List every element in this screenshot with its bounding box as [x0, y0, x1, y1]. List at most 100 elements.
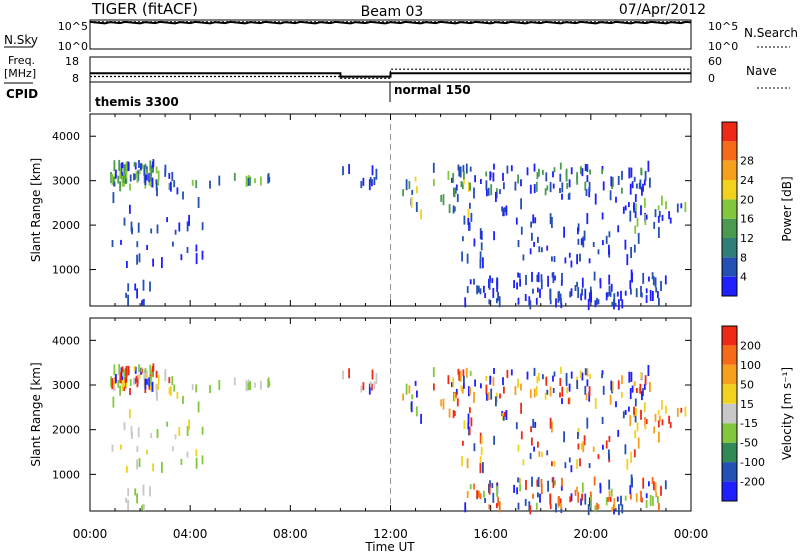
range-cell	[172, 446, 174, 452]
range-cell	[610, 380, 613, 391]
range-cell	[402, 393, 404, 401]
range-cell	[186, 247, 189, 253]
range-cell	[633, 406, 635, 415]
range-cell	[628, 167, 631, 179]
y-tick-label: 2000	[52, 424, 80, 437]
range-cell	[559, 392, 561, 398]
range-cell	[609, 190, 612, 201]
range-cell	[601, 168, 603, 174]
range-cell	[586, 175, 589, 183]
range-cell	[125, 366, 128, 377]
range-cell	[633, 244, 636, 253]
range-cell	[414, 380, 417, 386]
range-cell	[360, 385, 363, 393]
range-cell	[584, 385, 587, 395]
range-cell	[473, 483, 475, 490]
range-cell	[518, 273, 521, 279]
range-cell	[641, 186, 643, 196]
range-cell	[111, 173, 114, 185]
range-cell	[634, 225, 637, 234]
range-cell	[549, 182, 552, 193]
range-cell	[581, 288, 583, 296]
colorbar-segment	[722, 160, 737, 180]
range-cell	[467, 209, 470, 220]
range-cell	[655, 287, 658, 293]
x-tick-label: 04:00	[173, 527, 208, 541]
range-cell	[657, 205, 660, 211]
range-cell	[528, 296, 531, 306]
range-cell	[534, 217, 537, 224]
range-cell	[630, 247, 632, 258]
range-cell	[636, 217, 639, 227]
range-cell	[516, 487, 518, 495]
range-cell	[182, 191, 184, 200]
range-cell	[613, 498, 616, 510]
range-cell	[479, 258, 482, 269]
range-cell	[461, 456, 463, 467]
range-cell	[485, 180, 488, 191]
range-cell	[342, 166, 344, 176]
range-cell	[176, 391, 179, 399]
y-tick-label: 4000	[52, 334, 80, 347]
velocity-panel: 1000 2000 3000 4000 Slant Range [km] 200 100 50…	[29, 317, 794, 516]
range-cell	[186, 221, 189, 232]
range-cell	[629, 388, 632, 400]
range-cell	[373, 381, 376, 390]
range-cell	[195, 180, 198, 189]
range-cell	[131, 227, 133, 235]
range-cell	[581, 493, 583, 501]
range-cell	[410, 196, 413, 208]
range-cell	[127, 294, 129, 306]
range-cell	[195, 384, 198, 393]
range-cell	[552, 476, 555, 488]
range-cell	[121, 366, 124, 373]
range-cell	[491, 483, 494, 488]
range-cell	[505, 410, 508, 420]
range-cell	[146, 378, 148, 385]
range-cell	[588, 187, 591, 198]
range-cell	[476, 285, 478, 295]
range-cell	[156, 429, 159, 439]
range-cell	[166, 217, 168, 223]
range-cell	[549, 504, 552, 510]
range-cell	[577, 491, 580, 503]
range-cell	[477, 285, 480, 293]
range-cell	[580, 166, 582, 175]
range-cell	[612, 177, 614, 188]
range-cell	[469, 279, 472, 285]
range-cell	[195, 244, 198, 252]
range-cell	[176, 187, 179, 195]
radar-title: TIGER (fitACF)	[91, 0, 198, 18]
range-cell	[490, 388, 493, 400]
colorbar-tick-label: 8	[740, 251, 747, 264]
range-cell	[645, 419, 648, 425]
range-cell	[630, 288, 632, 295]
range-cell	[640, 167, 643, 175]
range-cell	[621, 375, 623, 385]
range-cell	[616, 496, 619, 502]
range-cell	[414, 176, 417, 182]
range-cell	[113, 364, 116, 376]
range-cell	[497, 291, 499, 301]
range-cell	[589, 373, 591, 379]
range-cell	[483, 285, 485, 293]
range-cell	[484, 498, 486, 503]
range-cell	[368, 179, 371, 191]
range-cell	[584, 493, 587, 505]
range-cell	[649, 382, 651, 392]
colorbar-segment	[722, 364, 737, 385]
range-cell	[547, 275, 549, 287]
range-cell	[584, 288, 587, 300]
range-cell	[605, 292, 608, 301]
range-cell	[645, 500, 648, 508]
range-cell	[684, 406, 687, 417]
range-cell	[150, 228, 153, 234]
range-cell	[551, 217, 553, 228]
range-cell	[537, 441, 539, 448]
range-cell	[560, 298, 562, 305]
range-cell	[477, 490, 480, 498]
range-cell	[268, 381, 271, 387]
range-cell	[180, 458, 183, 465]
range-cell	[517, 240, 520, 247]
range-cell	[125, 374, 128, 383]
